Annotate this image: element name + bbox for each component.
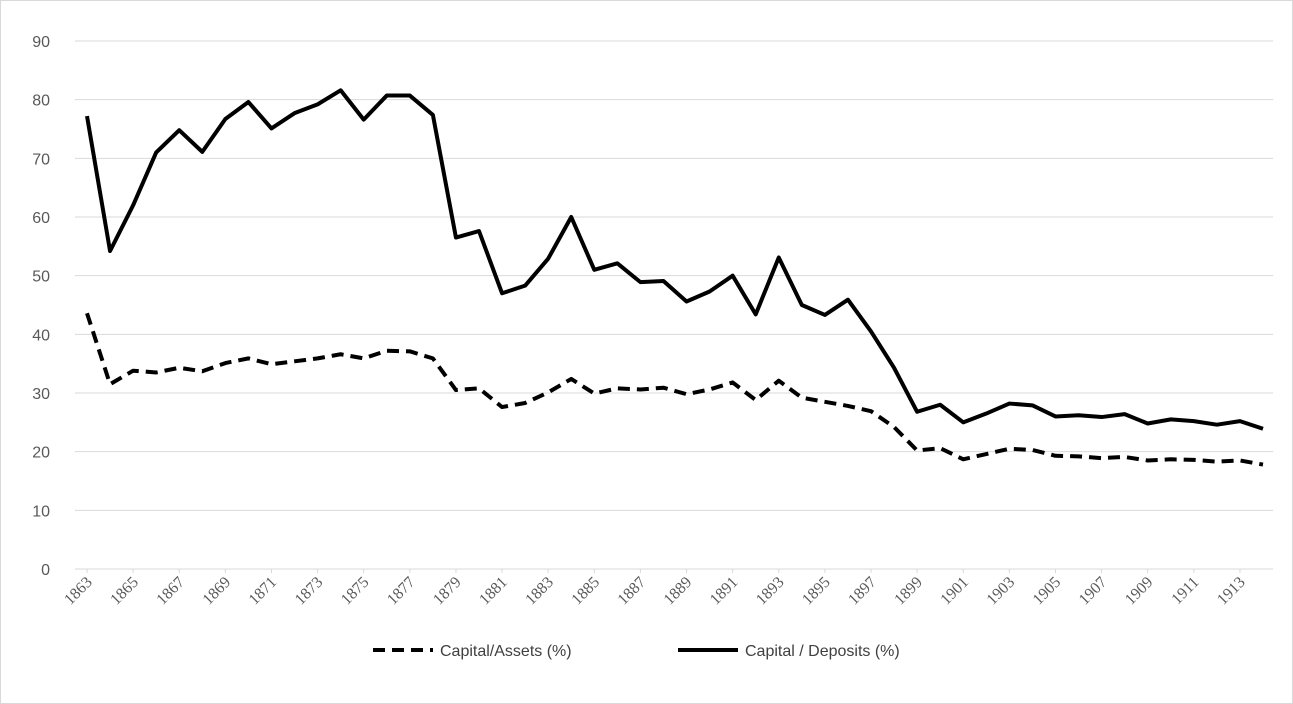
- y-tick-label: 10: [32, 503, 50, 520]
- y-tick-label: 70: [32, 151, 50, 168]
- y-tick-label: 30: [32, 386, 50, 403]
- y-tick-label: 90: [32, 34, 50, 51]
- y-tick-label: 40: [32, 327, 50, 344]
- y-tick-label: 60: [32, 210, 50, 227]
- data-line: [85, 88, 1264, 431]
- y-tick-label: 20: [32, 445, 50, 462]
- data-line: [85, 312, 1264, 467]
- y-tick-label: 0: [41, 562, 50, 579]
- y-tick-label: 50: [32, 269, 50, 286]
- legend-label: Capital/Assets (%): [440, 643, 572, 660]
- y-tick-label: 80: [32, 93, 50, 110]
- legend-label: Capital / Deposits (%): [745, 643, 900, 660]
